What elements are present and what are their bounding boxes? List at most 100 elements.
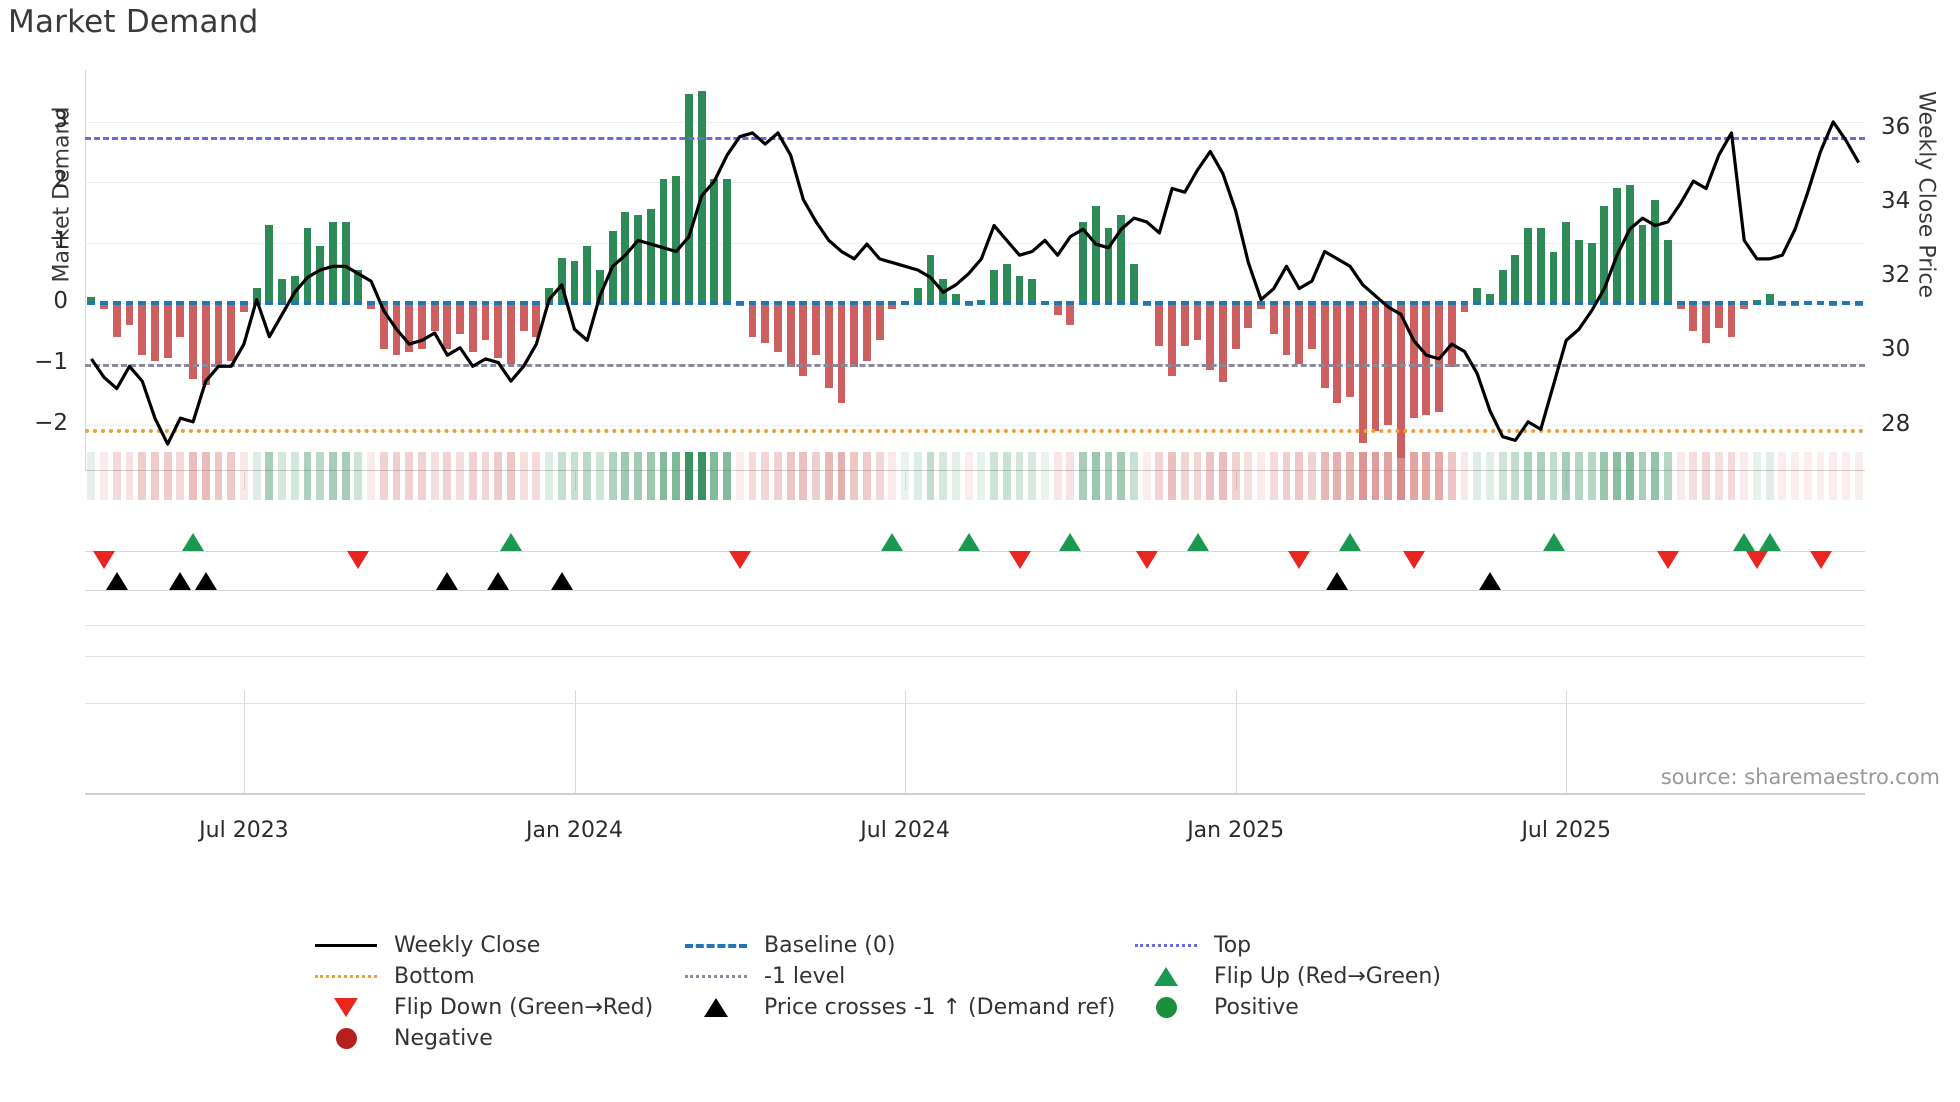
y-tick-left: 0 xyxy=(53,288,68,315)
heatmap-cell xyxy=(1447,452,1456,500)
heatmap-cell xyxy=(1295,452,1304,500)
demand-bar xyxy=(1053,303,1062,316)
demand-bar xyxy=(189,303,197,380)
heatmap-cell xyxy=(964,452,973,500)
heatmap-cell xyxy=(913,452,922,500)
y-tick-left: 3 xyxy=(53,106,68,133)
x-tick-mark xyxy=(905,690,907,795)
source-attribution: source: sharemaestro.com xyxy=(1660,765,1940,789)
heatmap-cell xyxy=(608,452,617,500)
heatmap-cell xyxy=(786,452,795,500)
demand-bar xyxy=(506,303,515,364)
baseline-segment xyxy=(1104,301,1113,306)
baseline-segment xyxy=(379,301,388,306)
demand-bar xyxy=(1651,200,1660,304)
legend-item-baseline[interactable]: Baseline (0) xyxy=(680,930,1130,961)
baseline-segment xyxy=(519,301,528,306)
heatmap-cell xyxy=(1358,452,1367,500)
baseline-segment xyxy=(214,301,223,306)
legend-item-flip-down[interactable]: Flip Down (Green→Red) xyxy=(310,992,680,1023)
baseline-segment xyxy=(1257,301,1265,306)
demand-bar xyxy=(87,297,96,304)
heatmap-cell xyxy=(1473,452,1482,500)
legend-item-flip-up[interactable]: Flip Up (Red→Green) xyxy=(1130,961,1530,992)
baseline-segment xyxy=(189,301,197,306)
black-triangle-up-icon xyxy=(680,998,752,1017)
baseline-segment xyxy=(570,301,579,306)
baseline-segment xyxy=(87,301,96,306)
price-cross-marker xyxy=(1326,572,1349,590)
demand-bar xyxy=(1269,303,1278,334)
demand-heatmap-strip xyxy=(85,452,1865,500)
dotted-orange-line-icon xyxy=(310,975,382,978)
heatmap-cell xyxy=(239,452,248,500)
heatmap-cell xyxy=(176,452,185,500)
legend-item-bottom[interactable]: Bottom xyxy=(310,961,680,992)
demand-bar xyxy=(1498,270,1507,304)
baseline-segment xyxy=(786,301,795,306)
legend-item-negative[interactable]: Negative xyxy=(310,1023,680,1054)
heatmap-cell xyxy=(138,452,147,500)
demand-bar xyxy=(1587,242,1596,304)
demand-bar xyxy=(672,176,681,304)
legend-item-weekly-close[interactable]: Weekly Close xyxy=(310,930,680,961)
legend-item-top[interactable]: Top xyxy=(1130,930,1530,961)
baseline-segment xyxy=(303,301,312,306)
baseline-segment xyxy=(1015,301,1024,306)
price-cross-marker xyxy=(169,572,192,590)
heatmap-cell xyxy=(201,452,210,500)
baseline-segment xyxy=(1574,301,1583,306)
solid-black-line-icon xyxy=(310,944,382,947)
heatmap-cell xyxy=(1829,452,1838,500)
baseline-segment xyxy=(1091,301,1100,306)
baseline-segment xyxy=(939,301,948,306)
baseline-segment xyxy=(1282,301,1291,306)
heatmap-cell xyxy=(1574,452,1583,500)
heatmap-cell xyxy=(583,452,592,500)
plot-bottom-spine xyxy=(85,470,1865,471)
baseline-segment xyxy=(1040,301,1049,306)
flip-up-marker xyxy=(1339,533,1362,551)
heatmap-cell xyxy=(1854,452,1863,500)
baseline-segment xyxy=(1791,301,1799,306)
baseline-segment xyxy=(290,301,299,306)
gridline xyxy=(85,242,1865,244)
heatmap-cell xyxy=(1600,452,1609,500)
demand-bar xyxy=(913,288,922,304)
heatmap-cell xyxy=(1384,452,1393,500)
chart-legend: Weekly Close Bottom Flip Down (Green→Red… xyxy=(310,930,1710,1054)
demand-bar xyxy=(659,179,668,304)
demand-bar xyxy=(1625,185,1634,304)
heatmap-cell xyxy=(1549,452,1558,500)
baseline-segment xyxy=(1485,301,1494,306)
legend-item-minus-one-level[interactable]: -1 level xyxy=(680,961,1130,992)
price-cross-marker xyxy=(105,572,128,590)
demand-bar xyxy=(354,270,363,304)
minus-one-reference-line xyxy=(85,363,1865,367)
legend-item-positive[interactable]: Positive xyxy=(1130,992,1530,1023)
baseline-segment xyxy=(1142,301,1151,306)
heatmap-cell xyxy=(1727,452,1736,500)
heatmap-cell xyxy=(1066,452,1075,500)
baseline-segment xyxy=(964,301,973,306)
red-circle-icon xyxy=(310,1028,382,1049)
baseline-segment xyxy=(112,301,121,306)
demand-bar xyxy=(341,221,350,304)
heatmap-cell xyxy=(1778,452,1787,500)
heatmap-cell xyxy=(812,452,820,500)
baseline-segment xyxy=(557,301,566,306)
baseline-segment xyxy=(1117,301,1126,306)
demand-bar xyxy=(1638,224,1647,304)
demand-bar xyxy=(875,303,884,340)
flip-up-marker xyxy=(1542,533,1565,551)
demand-bar xyxy=(1371,303,1380,431)
demand-bar xyxy=(430,303,439,331)
baseline-segment xyxy=(1346,301,1354,306)
x-tick-mark xyxy=(243,470,245,490)
baseline-segment xyxy=(1358,301,1367,306)
baseline-segment xyxy=(583,301,592,306)
heatmap-cell xyxy=(303,452,312,500)
heatmap-cell xyxy=(1282,452,1291,500)
baseline-segment xyxy=(672,301,681,306)
legend-item-price-cross[interactable]: Price crosses -1 ↑ (Demand ref) xyxy=(680,992,1130,1023)
